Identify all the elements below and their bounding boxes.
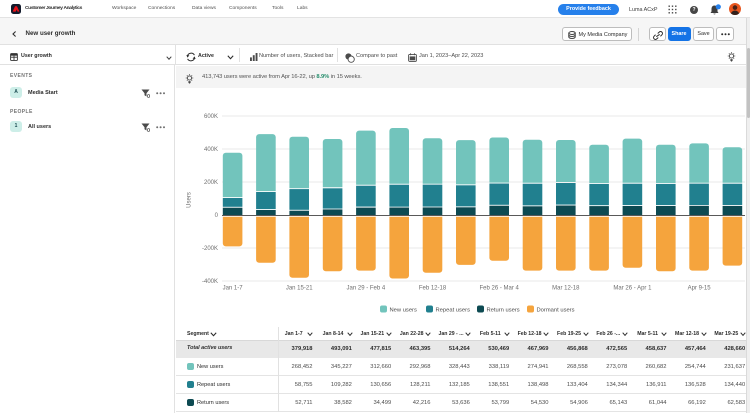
svg-text:Apr 9-15: Apr 9-15	[688, 286, 712, 292]
svg-text:Jan 29 - Feb 4: Jan 29 - Feb 4	[347, 286, 386, 292]
svg-text:0: 0	[147, 94, 150, 98]
svg-text:Mar 26 - Apr 1: Mar 26 - Apr 1	[613, 286, 652, 292]
svg-text:Feb 26 - Mar 4: Feb 26 - Mar 4	[480, 286, 520, 292]
svg-text:Return users: Return users	[487, 308, 520, 314]
svg-text:Users: Users	[187, 192, 193, 208]
svg-text:New users: New users	[390, 308, 417, 314]
svg-text:600K: 600K	[204, 114, 218, 120]
svg-text:Jan 1-7: Jan 1-7	[223, 286, 244, 292]
svg-text:-200K: -200K	[202, 246, 218, 252]
svg-text:-400K: -400K	[202, 279, 218, 285]
svg-text:Feb 12-18: Feb 12-18	[419, 286, 447, 292]
svg-text:Repeat users: Repeat users	[436, 308, 471, 314]
svg-text:Mar 12-18: Mar 12-18	[552, 286, 580, 292]
svg-text:400K: 400K	[204, 147, 218, 153]
svg-text:Dormant users: Dormant users	[537, 308, 575, 314]
svg-text:200K: 200K	[204, 180, 218, 186]
svg-text:0: 0	[147, 128, 150, 132]
svg-text:0: 0	[215, 213, 219, 219]
svg-text:Jan 15-21: Jan 15-21	[286, 286, 313, 292]
